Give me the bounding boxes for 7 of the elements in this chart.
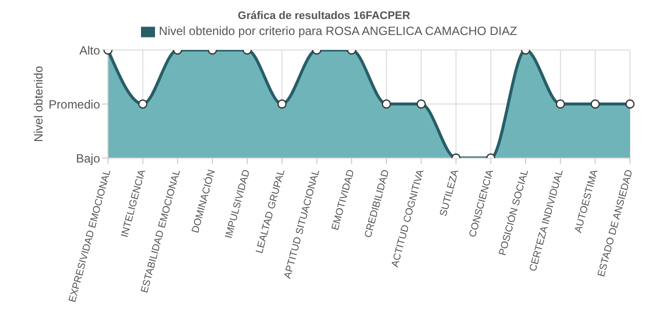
x-tick-label: LEALTAD GRUPAL [254,168,288,255]
text: Bajo [76,151,100,166]
chart-title: Gráfica de resultados 16FACPER [236,9,412,24]
y-axis-title: Nivel obtenido [31,66,46,142]
text: Alto [79,43,100,58]
text: Promedio [48,97,100,112]
legend-label: Nivel obtenido por criterio para ROSA ANGELICA CAMACHO DIAZ [158,24,518,38]
